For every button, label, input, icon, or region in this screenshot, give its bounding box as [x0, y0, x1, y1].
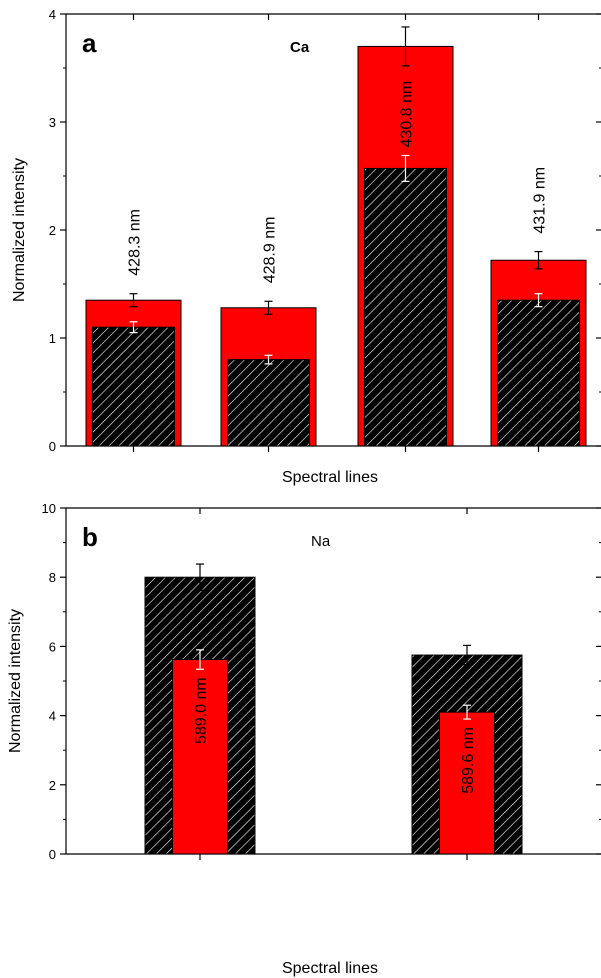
bar-label-b-1: 589.0 nm	[193, 677, 210, 744]
element-label-b: Na	[311, 533, 331, 550]
y-axis-title-a: Normalized intensity	[11, 158, 28, 302]
red-bar-b-2	[439, 711, 495, 855]
red-bar-b-1	[172, 659, 228, 855]
hatched-bar-a-1	[92, 326, 175, 447]
y-tick-label: 10	[42, 501, 56, 516]
bar-label-a-3: 430.8 nm	[399, 81, 416, 148]
panel-a-chart: 0 1 2 3 4 428.3 nm 428.9 nm 430.8 nm 431.9 nm a Ca…	[11, 7, 601, 486]
bar-label-a-1: 428.3 nm	[127, 209, 144, 276]
y-tick-label: 2	[49, 223, 56, 238]
y-tick-label: 0	[49, 847, 56, 862]
y-axis-title-b: Normalized intensity	[7, 609, 24, 753]
y-tick-label: 3	[49, 115, 56, 130]
y-tick-label: 4	[49, 7, 56, 22]
y-tick-label: 2	[49, 778, 56, 793]
element-label-a: Ca	[290, 39, 310, 56]
y-tick-label: 8	[49, 570, 56, 585]
bar-label-b-2: 589.6 nm	[460, 727, 477, 794]
panel-letter-b: b	[82, 522, 98, 552]
panel-b-chart: 0 2 4 6 8 10 589.0 nm 589.6 nm b Na Spectral lines…	[7, 501, 601, 977]
y-tick-label: 6	[49, 639, 56, 654]
hatched-bar-a-2	[227, 359, 310, 447]
hatched-bar-a-3	[364, 167, 447, 447]
y-tick-label: 1	[49, 331, 56, 346]
y-tick-label: 0	[49, 439, 56, 454]
x-axis-title-b: Spectral lines	[282, 960, 378, 977]
hatched-bar-a-4	[497, 299, 580, 447]
x-axis-title-a: Spectral lines	[282, 469, 378, 486]
panel-letter-a: a	[82, 28, 97, 58]
y-tick-label: 4	[49, 709, 56, 724]
bar-label-a-4: 431.9 nm	[532, 167, 549, 234]
bar-label-a-2: 428.9 nm	[262, 217, 279, 284]
